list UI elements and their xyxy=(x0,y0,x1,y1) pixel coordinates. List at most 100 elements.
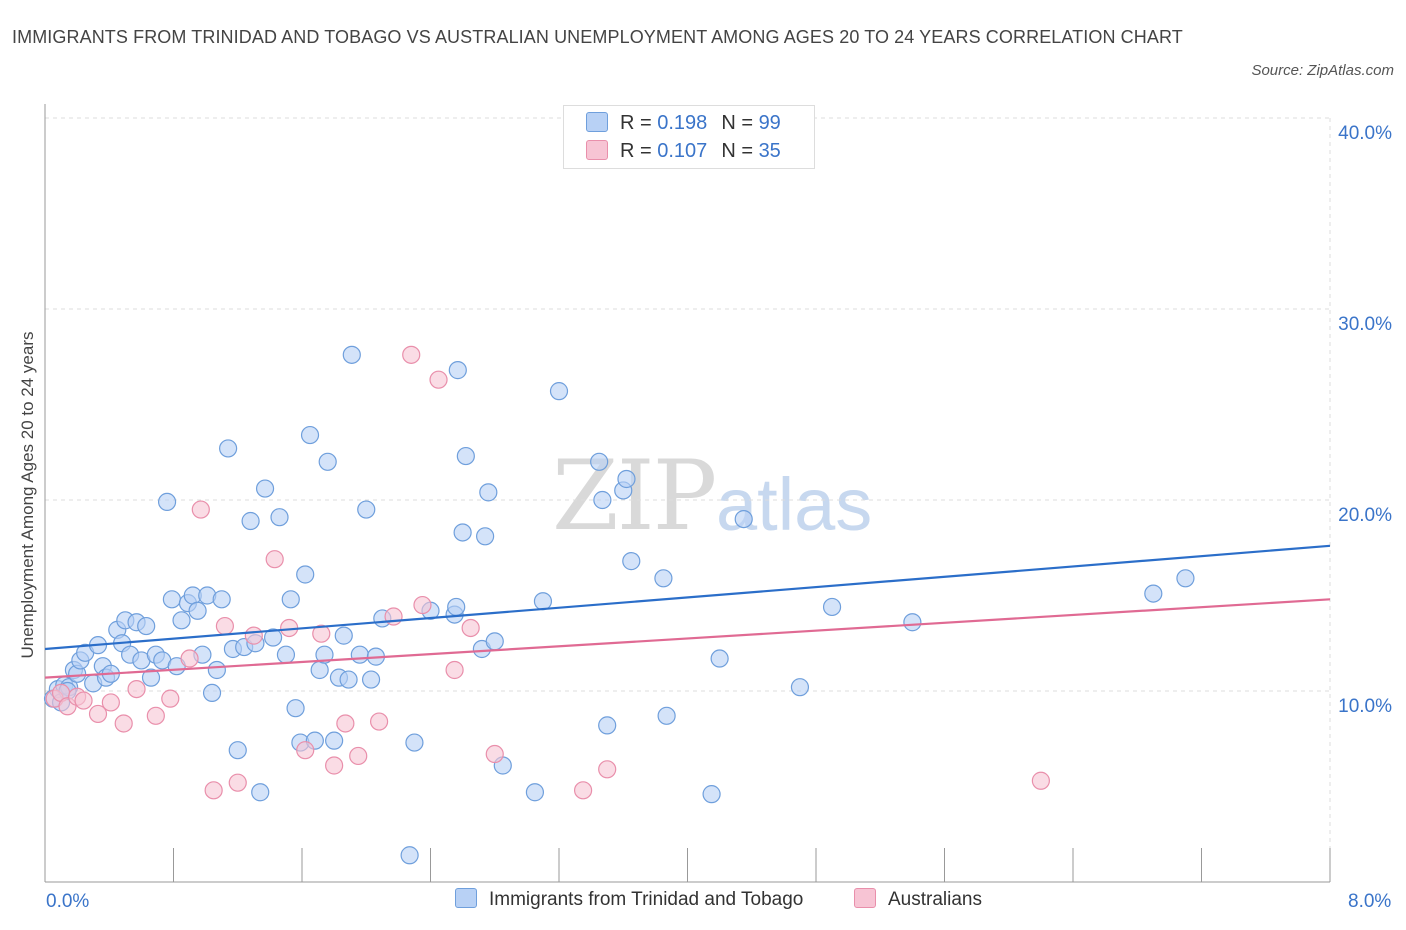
y-tick-label: 40.0% xyxy=(1338,123,1392,144)
data-point-blue xyxy=(157,492,177,512)
data-point-blue xyxy=(228,741,247,760)
data-point-blue xyxy=(212,590,231,609)
y-tick-label: 30.0% xyxy=(1338,314,1392,335)
data-point-pink xyxy=(461,618,480,638)
legend-r-value: 0.107 xyxy=(657,140,708,162)
data-point-blue xyxy=(447,597,466,617)
data-point-blue xyxy=(296,565,315,584)
legend-row-pink: R = 0.107 N = 35 xyxy=(586,140,781,164)
data-point-pink xyxy=(336,714,355,733)
legend-swatch-pink xyxy=(586,140,608,160)
data-point-pink xyxy=(204,781,223,800)
data-point-pink xyxy=(161,689,180,708)
data-point-pink xyxy=(74,691,93,710)
data-point-blue xyxy=(286,699,305,718)
stats-legend: R = 0.198 N = 99 R = 0.107 N = 35 xyxy=(563,105,815,169)
legend-r-label: R = xyxy=(620,140,658,162)
data-point-pink xyxy=(1031,771,1050,790)
watermark-atlas: atlas xyxy=(716,463,873,546)
data-point-blue xyxy=(334,626,353,645)
legend-swatch-pink xyxy=(854,888,876,908)
legend-row-blue: R = 0.198 N = 99 xyxy=(586,112,781,136)
watermark-zip: ZIP xyxy=(552,440,717,552)
data-point-pink xyxy=(598,760,617,779)
bottom-legend-pink: Australians xyxy=(854,888,982,911)
data-point-blue xyxy=(405,733,424,752)
data-point-pink xyxy=(296,741,315,760)
data-point-blue xyxy=(219,439,238,458)
trend-line-blue xyxy=(44,544,1331,651)
data-point-blue xyxy=(710,649,729,668)
data-point-blue xyxy=(657,706,676,725)
data-point-blue xyxy=(350,645,369,664)
data-point-blue xyxy=(361,670,381,689)
data-point-pink xyxy=(413,595,432,615)
data-point-pink xyxy=(191,500,210,519)
data-point-pink xyxy=(370,712,389,731)
data-point-blue xyxy=(702,785,721,804)
data-point-blue xyxy=(162,590,181,609)
data-point-blue xyxy=(357,500,376,519)
data-point-blue xyxy=(263,628,283,647)
series-pink-points xyxy=(45,345,1050,800)
data-point-blue xyxy=(1144,584,1163,603)
data-point-blue xyxy=(476,527,495,546)
data-point-blue xyxy=(137,616,156,636)
data-point-blue xyxy=(456,446,475,466)
legend-n-value: 99 xyxy=(758,112,781,134)
data-point-pink xyxy=(88,704,108,724)
data-point-pink xyxy=(101,693,120,712)
data-point-blue xyxy=(318,452,337,471)
legend-r-label: R = xyxy=(620,112,658,134)
axes xyxy=(44,104,1331,883)
data-point-blue xyxy=(617,469,636,489)
y-tick-label: 10.0% xyxy=(1338,696,1392,717)
data-point-blue xyxy=(255,479,275,498)
data-point-blue xyxy=(590,452,609,471)
data-point-blue xyxy=(251,783,270,802)
data-point-blue xyxy=(207,660,226,680)
data-point-blue xyxy=(525,783,545,802)
chart-title: IMMIGRANTS FROM TRINIDAD AND TOBAGO VS A… xyxy=(12,27,1183,47)
data-point-pink xyxy=(244,626,263,645)
data-point-pink xyxy=(325,756,344,775)
chart-source: Source: ZipAtlas.com xyxy=(1251,62,1394,79)
data-point-pink xyxy=(349,746,368,766)
data-point-pink xyxy=(445,660,464,680)
data-point-blue xyxy=(325,731,344,750)
data-point-blue xyxy=(188,601,207,620)
data-point-blue xyxy=(141,668,161,687)
legend-n-label: N = xyxy=(721,140,759,162)
data-point-pink xyxy=(429,370,448,389)
legend-swatch-blue xyxy=(455,888,477,908)
data-point-blue xyxy=(533,592,553,611)
data-point-pink xyxy=(265,550,284,569)
data-point-blue xyxy=(400,846,419,865)
trend-lines xyxy=(44,544,1331,679)
data-point-blue xyxy=(276,645,296,664)
data-point-blue xyxy=(172,611,191,630)
data-point-blue xyxy=(1176,569,1195,588)
bottom-legend-blue: Immigrants from Trinidad and Tobago xyxy=(455,888,803,911)
y-axis-label: Unemployment Among Ages 20 to 24 years xyxy=(18,331,37,659)
legend-label: Immigrants from Trinidad and Tobago xyxy=(489,889,804,910)
data-point-blue xyxy=(903,613,922,632)
grid-lines xyxy=(45,117,1331,882)
x-tick-label: 0.0% xyxy=(46,891,90,912)
data-point-blue xyxy=(339,670,358,689)
data-point-pink xyxy=(228,773,247,792)
data-point-blue xyxy=(300,425,320,445)
data-point-pink xyxy=(485,744,504,764)
data-point-pink xyxy=(573,781,593,800)
data-point-blue xyxy=(202,683,222,703)
data-point-blue xyxy=(593,490,612,510)
data-point-blue xyxy=(485,632,504,651)
legend-r-value: 0.198 xyxy=(657,112,708,134)
data-point-pink xyxy=(180,649,199,668)
data-point-blue xyxy=(654,569,673,588)
data-point-blue xyxy=(734,509,753,529)
data-point-blue xyxy=(822,597,842,617)
legend-label: Australians xyxy=(888,889,982,910)
data-point-blue xyxy=(315,645,334,664)
